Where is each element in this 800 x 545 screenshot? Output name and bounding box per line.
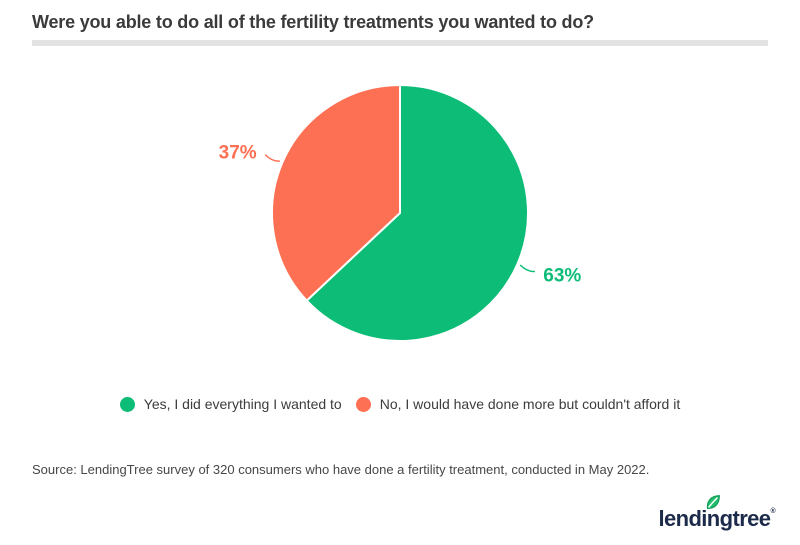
legend-label-no: No, I would have done more but couldn't … <box>379 396 681 412</box>
source-line: Source: LendingTree survey of 320 consum… <box>32 462 650 477</box>
legend-label-yes: Yes, I did everything I wanted to <box>143 396 342 412</box>
pie-leader-line-0 <box>519 264 535 273</box>
legend-swatch-no <box>355 396 371 412</box>
registered-mark: ® <box>770 508 775 515</box>
chart-title: Were you able to do all of the fertility… <box>32 12 594 32</box>
pie-slice-0 <box>305 83 529 342</box>
legend-item-no: No, I would have done more but couldn't … <box>355 396 681 412</box>
legend: Yes, I did everything I wanted to No, I … <box>0 396 800 412</box>
pie-value-label-1: 37% <box>219 142 257 163</box>
pie-value-label-0: 63% <box>543 266 581 287</box>
title-divider <box>32 40 768 46</box>
pie-chart: 63% 37% <box>219 83 581 342</box>
lendingtree-wordmark: lendingtree® <box>658 495 776 532</box>
pie-slice-1 <box>271 83 401 303</box>
legend-item-yes: Yes, I did everything I wanted to <box>119 396 342 412</box>
pie-leader-line-1 <box>264 154 280 162</box>
leaf-icon <box>707 495 721 510</box>
legend-swatch-yes <box>119 396 135 412</box>
lendingtree-logo: lendingtree® <box>658 494 776 534</box>
lendingtree-text: lendingtree <box>658 506 771 531</box>
